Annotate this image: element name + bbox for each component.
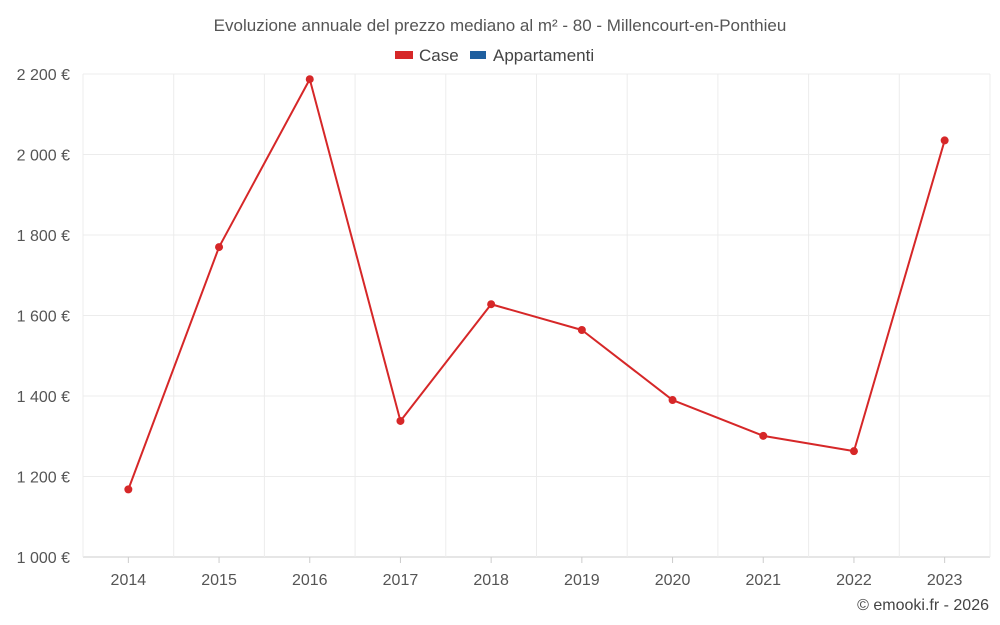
y-tick-label: 1 400 €	[17, 389, 70, 406]
legend: Case Appartamenti	[395, 46, 594, 65]
x-tick-label: 2018	[473, 572, 509, 589]
chart-title: Evoluzione annuale del prezzo mediano al…	[214, 16, 787, 35]
x-tick-label: 2017	[383, 572, 419, 589]
data-point-case-2022[interactable]	[849, 447, 858, 456]
data-point-case-2016[interactable]	[305, 75, 314, 84]
y-tick-label: 2 200 €	[17, 67, 70, 84]
y-tick-label: 1 600 €	[17, 309, 70, 326]
x-tick-label: 2014	[111, 572, 147, 589]
data-point-case-2021[interactable]	[759, 431, 768, 440]
series-case	[124, 75, 949, 494]
legend-swatch-case	[395, 51, 413, 59]
data-point-case-2015[interactable]	[215, 243, 224, 252]
grid	[82, 73, 991, 558]
x-axis-ticks: 2014 2015 2016 2017 2018 2019 2020 2021 2022 2023	[111, 557, 963, 589]
y-tick-label: 1 000 €	[17, 550, 70, 567]
data-point-case-2020[interactable]	[668, 396, 677, 405]
legend-label-appartamenti: Appartamenti	[493, 46, 594, 65]
y-axis-ticks: 1 000 € 1 200 € 1 400 € 1 600 € 1 800 € 2 000…	[17, 67, 70, 567]
credit-text: © emooki.fr - 2026	[857, 597, 989, 614]
x-tick-label: 2022	[836, 572, 872, 589]
legend-label-case: Case	[419, 46, 459, 65]
x-tick-label: 2019	[564, 572, 600, 589]
x-tick-label: 2023	[927, 572, 963, 589]
data-point-case-2014[interactable]	[124, 485, 133, 494]
data-point-case-2017[interactable]	[396, 416, 405, 425]
y-tick-label: 2 000 €	[17, 148, 70, 165]
x-tick-label: 2020	[655, 572, 691, 589]
y-tick-label: 1 800 €	[17, 228, 70, 245]
data-point-case-2019[interactable]	[577, 325, 586, 334]
x-tick-label: 2016	[292, 572, 328, 589]
data-point-case-2023[interactable]	[940, 136, 949, 145]
legend-item-case[interactable]: Case	[395, 46, 459, 65]
y-tick-label: 1 200 €	[17, 470, 70, 487]
legend-item-appartamenti[interactable]: Appartamenti	[470, 46, 594, 65]
legend-swatch-appartamenti	[470, 51, 486, 59]
x-tick-label: 2021	[745, 572, 781, 589]
series-line-case	[127, 78, 946, 490]
data-point-case-2018[interactable]	[487, 300, 496, 309]
x-tick-label: 2015	[201, 572, 237, 589]
